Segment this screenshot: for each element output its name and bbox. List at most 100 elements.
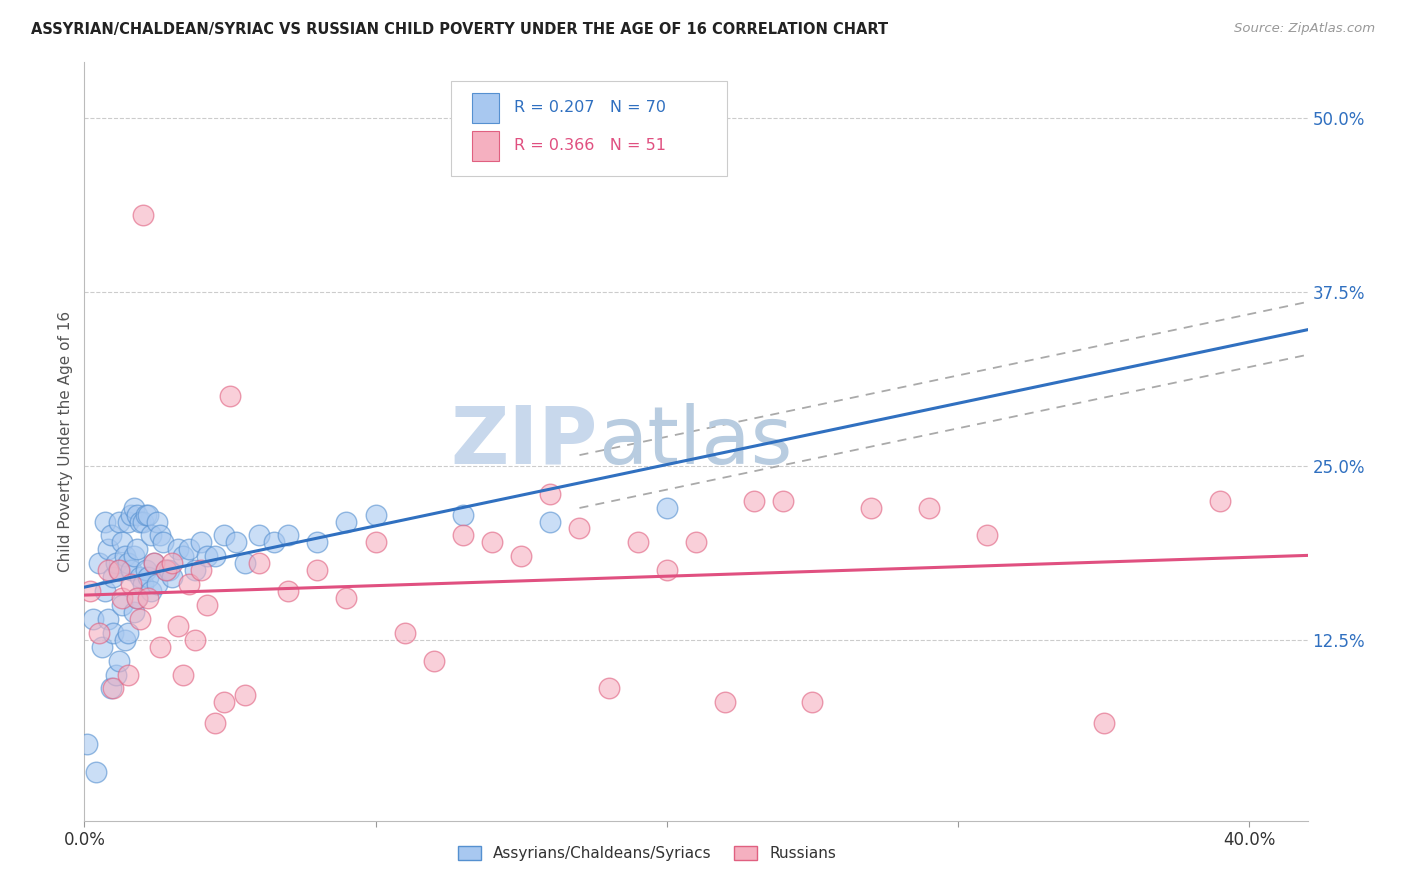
Point [190, 535, 212, 549]
Point [143, 556, 166, 570]
Point [76, 737, 98, 751]
Point [138, 570, 160, 584]
Text: Source: ZipAtlas.com: Source: ZipAtlas.com [1234, 22, 1375, 36]
Point [114, 549, 136, 564]
Point [918, 500, 941, 515]
Point [87, 625, 110, 640]
Point [141, 528, 163, 542]
Point [166, 542, 188, 557]
Point [131, 515, 153, 529]
Point [233, 556, 256, 570]
Point [125, 508, 148, 522]
Point [135, 508, 157, 522]
Point [481, 535, 503, 549]
Point [128, 612, 150, 626]
Point [120, 577, 142, 591]
Point [714, 695, 737, 709]
Point [146, 515, 169, 529]
Point [155, 563, 177, 577]
Point [120, 508, 142, 522]
Point [122, 605, 145, 619]
Point [195, 598, 218, 612]
Point [152, 535, 174, 549]
FancyBboxPatch shape [451, 81, 727, 177]
Point [155, 563, 177, 577]
Point [117, 625, 139, 640]
Point [128, 570, 150, 584]
Point [100, 528, 122, 542]
Point [93, 515, 115, 529]
Point [742, 493, 765, 508]
Point [394, 625, 416, 640]
Point [263, 535, 285, 549]
Point [510, 549, 533, 564]
Point [859, 500, 882, 515]
Point [111, 535, 134, 549]
Point [122, 549, 145, 564]
Point [212, 528, 235, 542]
Text: atlas: atlas [598, 402, 793, 481]
Point [179, 577, 201, 591]
Point [451, 528, 474, 542]
Point [97, 542, 120, 557]
Point [111, 598, 134, 612]
Point [108, 515, 131, 529]
Point [655, 500, 678, 515]
Point [277, 584, 299, 599]
Point [364, 508, 387, 522]
Point [212, 695, 235, 709]
Point [103, 570, 125, 584]
Point [307, 563, 329, 577]
Legend: Assyrians/Chaldeans/Syriacs, Russians: Assyrians/Chaldeans/Syriacs, Russians [451, 840, 842, 868]
Point [157, 563, 180, 577]
Point [90, 640, 112, 654]
Point [100, 681, 122, 696]
Bar [472, 130, 499, 161]
Point [364, 535, 387, 549]
Point [204, 549, 226, 564]
Point [122, 500, 145, 515]
Text: R = 0.366   N = 51: R = 0.366 N = 51 [513, 138, 665, 153]
Point [105, 556, 128, 570]
Point [117, 515, 139, 529]
Point [195, 549, 218, 564]
Point [103, 681, 125, 696]
Text: ZIP: ZIP [451, 402, 598, 481]
Point [146, 577, 169, 591]
Point [184, 632, 207, 647]
Point [143, 556, 166, 570]
Point [172, 667, 194, 681]
Point [79, 584, 101, 599]
Point [225, 535, 247, 549]
Point [97, 563, 120, 577]
Point [598, 681, 620, 696]
Point [335, 591, 357, 605]
Point [568, 521, 591, 535]
Point [138, 508, 160, 522]
Point [685, 535, 707, 549]
Point [423, 654, 446, 668]
Point [172, 549, 194, 564]
Point [125, 591, 148, 605]
Point [166, 619, 188, 633]
Point [190, 563, 212, 577]
Point [772, 493, 794, 508]
Point [219, 389, 242, 403]
Point [204, 716, 226, 731]
Point [128, 515, 150, 529]
Point [160, 556, 183, 570]
Point [451, 508, 474, 522]
Point [114, 632, 136, 647]
Text: ASSYRIAN/CHALDEAN/SYRIAC VS RUSSIAN CHILD POVERTY UNDER THE AGE OF 16 CORRELATIO: ASSYRIAN/CHALDEAN/SYRIAC VS RUSSIAN CHIL… [31, 22, 889, 37]
Point [108, 563, 131, 577]
Point [149, 640, 172, 654]
Point [160, 570, 183, 584]
Point [93, 584, 115, 599]
Point [149, 528, 172, 542]
Point [138, 591, 160, 605]
Point [976, 528, 998, 542]
Point [87, 556, 110, 570]
Point [627, 535, 650, 549]
Text: R = 0.207   N = 70: R = 0.207 N = 70 [513, 101, 665, 115]
Bar [472, 93, 499, 123]
